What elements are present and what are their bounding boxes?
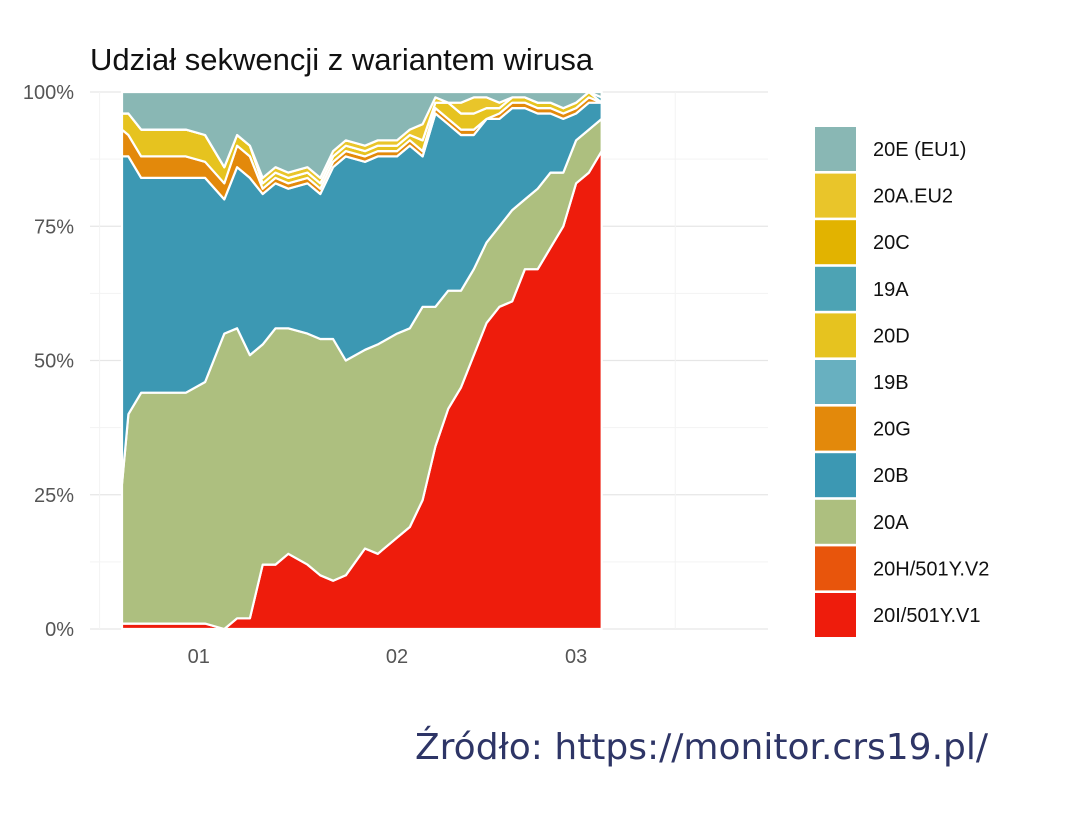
legend-label: 20H/501Y.V2 (873, 558, 989, 580)
x-tick-label: 03 (565, 646, 587, 668)
x-tick-label: 02 (386, 646, 408, 668)
legend-label: 20A.EU2 (873, 186, 953, 208)
legend-label: 20B (873, 465, 909, 487)
x-tick-label: 01 (188, 646, 210, 668)
legend-label: 20D (873, 325, 910, 347)
y-tick-label: 100% (23, 82, 74, 104)
legend-label: 20A (873, 512, 909, 534)
legend-label: 20G (873, 419, 911, 441)
y-tick-label: 50% (34, 351, 74, 373)
legend-swatch (815, 453, 856, 498)
y-axis: 0% 25% 50% 75% 100% (23, 82, 74, 641)
legend-swatch (815, 173, 856, 218)
legend-label: 20C (873, 232, 910, 254)
x-axis: 01 02 03 (188, 646, 588, 668)
source-caption: Źródło: https://monitor.crs19.pl/ (415, 727, 988, 768)
legend: 20E (EU1) 20A.EU2 20C 19A 20D 19B 20G 20B 20A 20H… (815, 127, 989, 637)
legend-label: 20I/501Y.V1 (873, 605, 981, 627)
legend-swatch (815, 220, 856, 265)
plot-area (120, 90, 603, 631)
y-tick-label: 75% (34, 216, 74, 238)
legend-swatch (815, 360, 856, 404)
legend-swatch (815, 266, 856, 311)
y-tick-label: 25% (34, 485, 74, 507)
legend-swatch (815, 313, 856, 358)
legend-label: 19B (873, 372, 909, 394)
area-series-20e-eu1- (120, 90, 603, 179)
legend-swatch (815, 406, 856, 451)
legend-label: 20E (EU1) (873, 139, 966, 161)
legend-swatch (815, 593, 856, 637)
legend-label: 19A (873, 279, 909, 301)
chart-title: Udział sekwencji z wariantem wirusa (90, 42, 594, 77)
legend-swatch (815, 546, 856, 591)
legend-swatch (815, 127, 856, 171)
legend-swatch (815, 499, 856, 544)
y-tick-label: 0% (45, 619, 74, 641)
